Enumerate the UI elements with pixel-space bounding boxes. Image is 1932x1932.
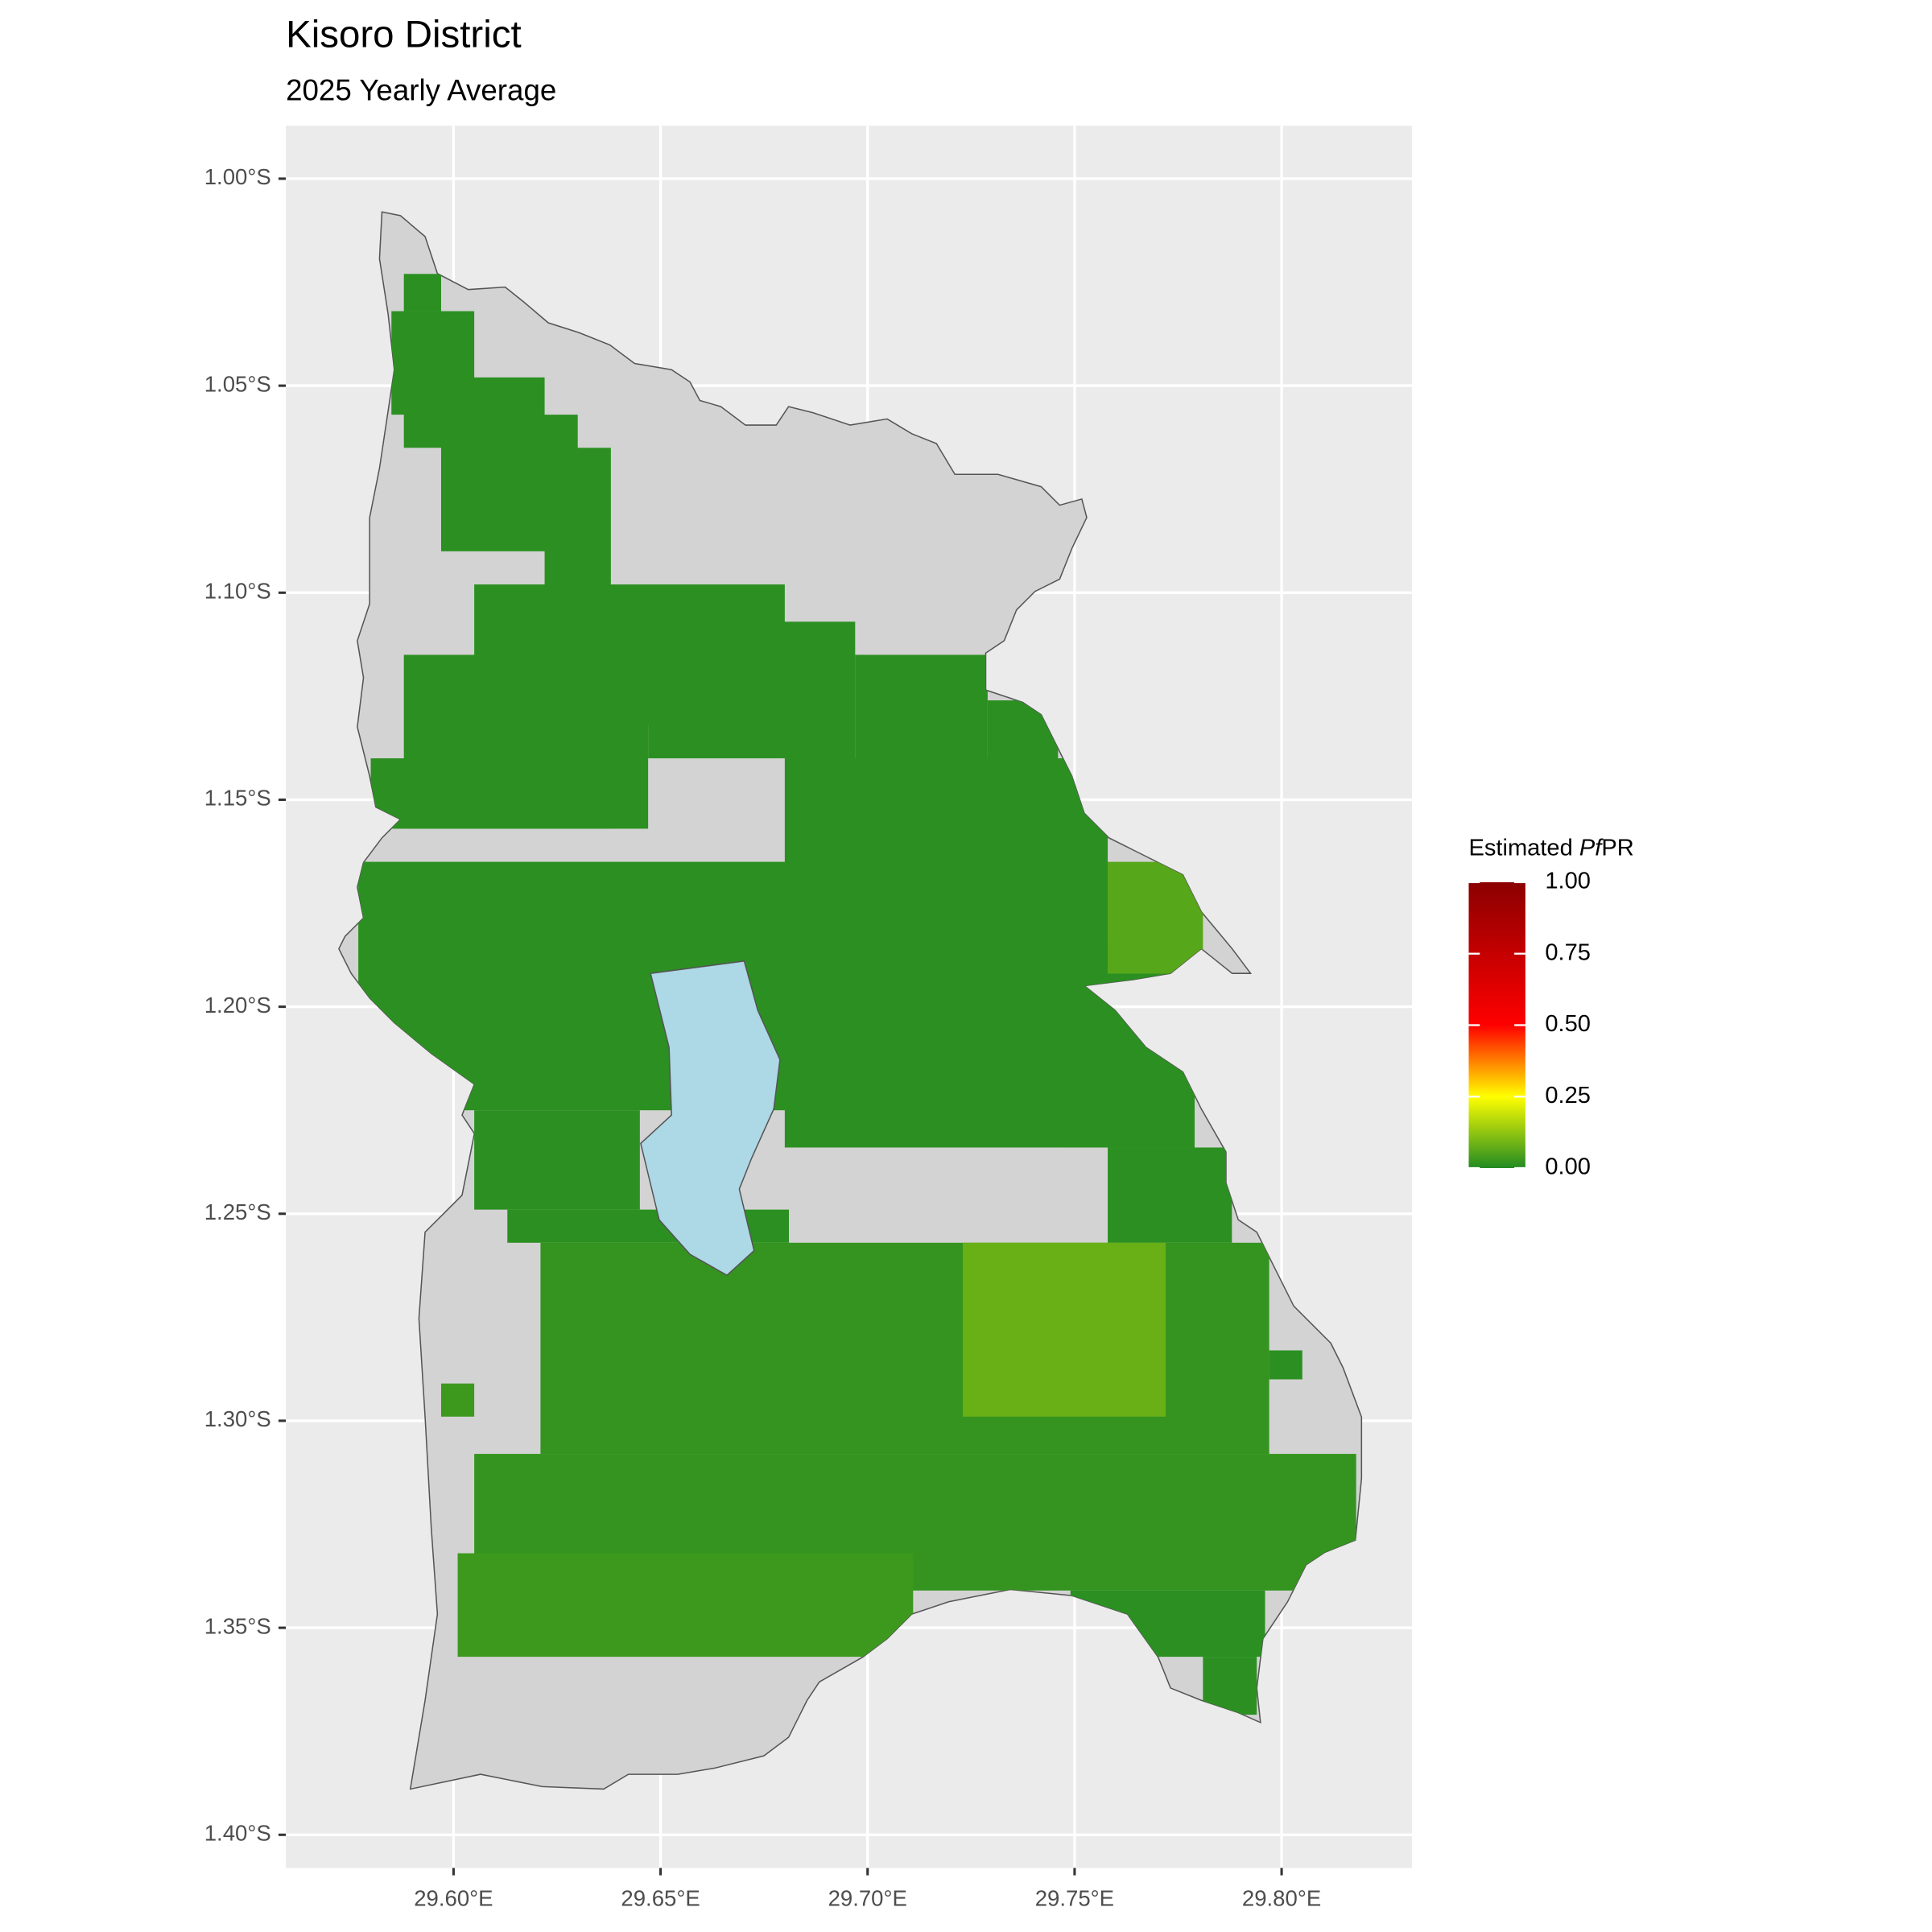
legend-title: Estimated PfPR — [1468, 835, 1633, 861]
y-tick-label: 1.10°S — [204, 579, 271, 604]
legend-tick-label: 0.25 — [1545, 1083, 1591, 1108]
legend-tick-label: 1.00 — [1545, 869, 1591, 894]
subtitle: 2025 Yearly Average — [286, 73, 556, 106]
y-tick-label: 1.00°S — [204, 164, 271, 189]
legend-title-part: Pf — [1579, 835, 1604, 861]
legend-title-part: Estimated — [1468, 835, 1579, 861]
raster-cell — [1269, 1350, 1302, 1380]
x-tick-label: 29.70°E — [828, 1885, 907, 1910]
raster-cell — [784, 758, 1108, 1148]
raster-cell — [403, 274, 441, 312]
raster-cell — [370, 758, 611, 829]
raster-cell — [1108, 1147, 1232, 1243]
raster-cell — [457, 1553, 914, 1657]
x-tick-label: 29.80°E — [1242, 1885, 1321, 1910]
x-tick-label: 29.60°E — [414, 1885, 493, 1910]
x-tick-label: 29.65°E — [621, 1885, 700, 1910]
y-tick-label: 1.05°S — [204, 371, 271, 396]
title: Kisoro District — [286, 13, 522, 56]
legend-tick-label: 0.00 — [1545, 1154, 1591, 1180]
legend-tick-label: 0.75 — [1545, 939, 1591, 965]
y-tick-label: 1.40°S — [204, 1821, 271, 1846]
y-tick-label: 1.20°S — [204, 993, 271, 1018]
y-tick-label: 1.30°S — [204, 1406, 271, 1431]
raster-cell — [440, 1383, 475, 1417]
y-tick-label: 1.25°S — [204, 1199, 271, 1224]
legend-title-part: PR — [1601, 835, 1633, 861]
y-tick-label: 1.35°S — [204, 1613, 271, 1638]
raster-cell — [474, 1110, 640, 1210]
raster-cell — [648, 621, 856, 759]
lake — [640, 960, 781, 1277]
legend-tick-label: 0.50 — [1545, 1011, 1591, 1037]
raster-cell — [963, 1242, 1166, 1417]
x-tick-label: 29.75°E — [1035, 1885, 1114, 1910]
y-tick-label: 1.15°S — [204, 786, 271, 811]
